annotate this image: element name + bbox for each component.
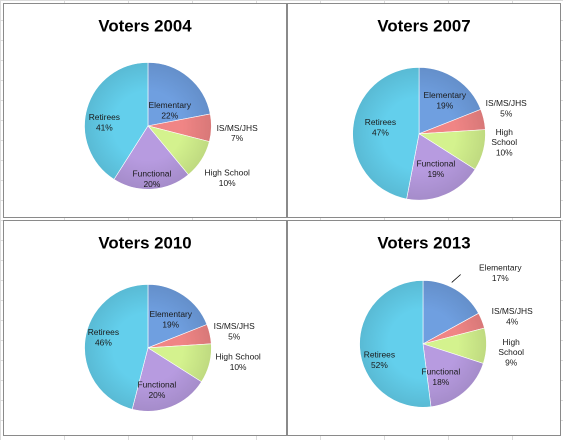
pie-chart-svg: Voters 2004 Elementary 22% IS/MS/JHS 7% High … (84, 17, 258, 190)
pie-slice-retirees (84, 62, 149, 180)
chart-title: Voters 2010 (98, 234, 191, 253)
slice-label-retirees: Retirees 46% (88, 327, 119, 347)
slice-label-functional: Functional 20% (137, 379, 176, 399)
pie-chart-svg: Voters 2013 Elementary 17% IS/MS/JHS 4% High S… (359, 234, 533, 408)
pie-slice-retirees (359, 280, 432, 408)
pie-chart-svg: Voters 2010 Elementary 19% IS/MS/JHS 5% High … (84, 234, 261, 412)
slice-label-elementary: Elementary 22% (149, 100, 192, 120)
chart-voters-2010: Voters 2010 Elementary 19% IS/MS/JHS 5% High … (3, 220, 287, 436)
slice-label-retirees: Retirees 47% (365, 117, 396, 137)
slice-label-high-school: High School 9% (498, 337, 524, 368)
chart-voters-2013: Voters 2013 Elementary 17% IS/MS/JHS 4% High S… (287, 220, 561, 436)
slice-label-functional: Functional 18% (421, 367, 460, 387)
chart-title: Voters 2004 (98, 17, 192, 36)
pie-slice-retirees (352, 67, 420, 200)
pie-slice-retirees (84, 284, 149, 410)
pie-slice-elementary (147, 62, 211, 127)
slice-label-retirees: Retirees 52% (364, 350, 395, 370)
slice-label-functional: Functional 19% (416, 158, 455, 178)
pie-slice-elementary (418, 67, 482, 135)
slice-label-elementary: Elementary 19% (424, 90, 467, 110)
chart-voters-2007: Voters 2007 Elementary 19% IS/MS/JHS 5% High S… (287, 3, 561, 218)
slice-label-is-ms-jhs: IS/MS/JHS 7% (217, 123, 258, 143)
slice-label-high-school: High School 10% (205, 167, 250, 187)
slice-label-elementary: Elementary 17% (479, 263, 522, 283)
slice-label-high-school: High School 10% (491, 127, 517, 158)
slice-label-high-school: High School 10% (215, 352, 260, 372)
slice-label-is-ms-jhs: IS/MS/JHS 4% (492, 306, 533, 326)
pie-slice-elementary (422, 280, 479, 345)
chart-title: Voters 2007 (377, 17, 470, 36)
slice-label-is-ms-jhs: IS/MS/JHS 5% (486, 98, 527, 118)
pie-slice-functional (113, 125, 189, 190)
pie-slice-functional (131, 347, 202, 412)
pie-slice-functional (422, 343, 484, 408)
chart-title: Voters 2013 (377, 234, 470, 253)
leader-line (451, 274, 461, 283)
slice-label-is-ms-jhs: IS/MS/JHS 5% (214, 321, 255, 341)
pie-slice-functional (406, 133, 476, 201)
slice-label-functional: Functional 20% (133, 168, 172, 188)
pie-slice-elementary (147, 284, 208, 349)
slice-label-elementary: Elementary 19% (150, 309, 193, 329)
chart-voters-2004: Voters 2004 Elementary 22% IS/MS/JHS 7% High … (3, 3, 287, 218)
slice-label-retirees: Retirees 41% (89, 112, 120, 132)
pie-chart-svg: Voters 2007 Elementary 19% IS/MS/JHS 5% High S… (352, 17, 527, 201)
